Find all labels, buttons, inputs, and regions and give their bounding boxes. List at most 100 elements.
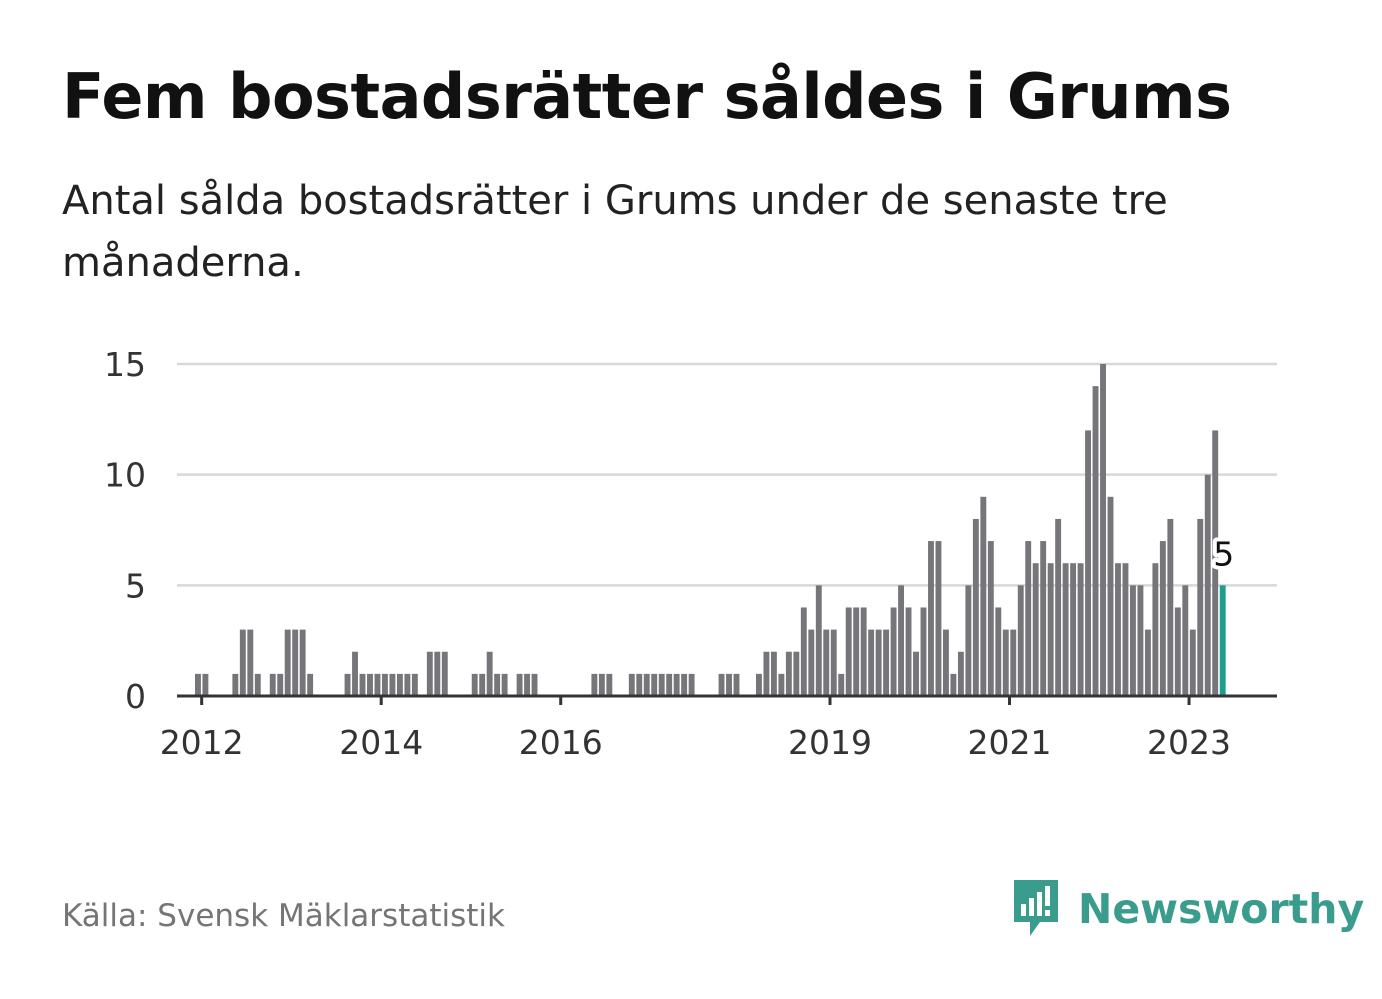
bar: [1062, 563, 1069, 696]
bar: [808, 629, 815, 696]
value-labels: 5: [1209, 530, 1238, 577]
y-tick-label: 15: [104, 345, 146, 384]
bar: [1129, 585, 1136, 696]
bar: [516, 673, 523, 696]
bar: [733, 673, 740, 696]
y-tick-label: 10: [104, 456, 146, 495]
bar: [965, 585, 972, 696]
bar: [785, 651, 792, 696]
bar: [793, 651, 800, 696]
bar: [232, 673, 239, 696]
bar: [972, 518, 979, 696]
bar: [344, 673, 351, 696]
bar: [381, 673, 388, 696]
source-note: Källa: Svensk Mäklarstatistik: [62, 898, 505, 934]
bar: [643, 673, 650, 696]
bar: [1182, 585, 1189, 696]
bar: [1115, 563, 1121, 696]
bar: [1189, 629, 1196, 696]
bar: [718, 673, 725, 696]
x-axis: [177, 694, 1277, 705]
bar: [284, 629, 291, 696]
bar: [531, 673, 538, 696]
bar: [651, 673, 658, 696]
bar: [441, 651, 448, 696]
bar: [636, 673, 643, 696]
newsworthy-logo-icon: [1014, 880, 1058, 936]
bar: [1159, 541, 1166, 696]
bar: [928, 541, 934, 696]
bar: [726, 673, 732, 696]
x-tick-label: 2023: [1147, 723, 1231, 762]
bar: [411, 673, 418, 696]
bar: [591, 673, 598, 696]
x-tick-label: 2019: [788, 723, 872, 762]
bar: [815, 585, 822, 696]
bar: [1077, 563, 1084, 696]
bar: [1025, 541, 1032, 696]
x-tick-label: 2012: [160, 723, 244, 762]
bar: [1137, 585, 1144, 696]
bar: [628, 673, 635, 696]
bar: [254, 673, 261, 696]
bar: [494, 673, 501, 696]
bar: [980, 496, 987, 696]
bar: [890, 607, 897, 696]
y-tick-label: 5: [125, 566, 146, 605]
bar: [860, 607, 867, 696]
bar: [1092, 386, 1099, 696]
bar: [942, 629, 949, 696]
bar: [389, 673, 396, 696]
bar: [1002, 629, 1009, 696]
bar: [307, 673, 314, 696]
bar: [688, 673, 695, 696]
bar: [987, 541, 994, 696]
bar: [935, 541, 942, 696]
bar: [1167, 518, 1174, 696]
bar: [883, 629, 890, 696]
x-tick-label: 2021: [968, 723, 1052, 762]
bar: [367, 673, 373, 696]
bar: [920, 607, 927, 696]
bar: [359, 673, 366, 696]
bar: [905, 607, 912, 696]
bar: [194, 673, 201, 696]
bar: [426, 651, 433, 696]
bar: [666, 673, 673, 696]
bar: [950, 673, 957, 696]
bar: [838, 673, 845, 696]
bar: [800, 607, 807, 696]
bar: [299, 629, 306, 696]
bar: [995, 607, 1002, 696]
bar: [1040, 541, 1047, 696]
bar: [1152, 563, 1159, 696]
chart-subtitle: Antal sålda bostadsrätter i Grums under …: [62, 178, 1168, 286]
bar: [479, 673, 486, 696]
bar: [471, 673, 478, 696]
bar: [1107, 496, 1114, 696]
bar: [1047, 563, 1054, 696]
bar: [239, 629, 246, 696]
bar: [1085, 430, 1092, 696]
bar: [1010, 629, 1017, 696]
bar: [352, 651, 358, 696]
bar: [898, 585, 905, 696]
bar: [1204, 474, 1211, 696]
bar: [202, 673, 209, 696]
brand-name: Newsworthy: [1078, 885, 1365, 933]
bar: [434, 651, 441, 696]
bar: [524, 673, 531, 696]
bar: [374, 673, 381, 696]
bar: [658, 673, 665, 696]
bar: [1055, 518, 1062, 696]
bar: [868, 629, 875, 696]
bar: [1212, 430, 1219, 696]
chart-title: Fem bostadsrätter såldes i Grums: [62, 60, 1232, 133]
bar: [501, 673, 508, 696]
bar: [853, 607, 860, 696]
bar: [1100, 364, 1106, 696]
bar-highlight: [1219, 585, 1226, 696]
bar-chart: 0 5 10 15 2012 2014 2016 2019 2021 2023 5: [104, 345, 1277, 762]
bar: [1144, 629, 1151, 696]
bar: [1197, 518, 1204, 696]
